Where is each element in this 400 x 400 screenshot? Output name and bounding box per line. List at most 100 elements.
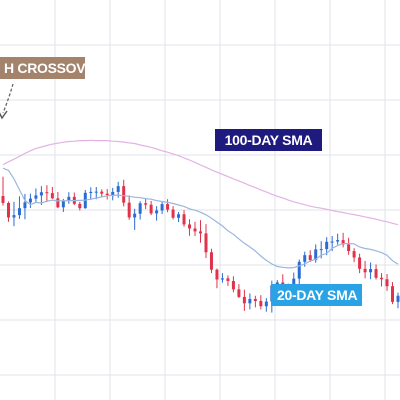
candle-body <box>28 198 32 203</box>
candle-body <box>374 269 378 278</box>
candle-body <box>369 269 373 273</box>
candle-body <box>248 298 252 304</box>
candle <box>220 273 224 283</box>
candle-body <box>325 241 329 250</box>
candle <box>297 259 301 287</box>
candle-body <box>231 280 235 290</box>
candle-body <box>56 198 60 208</box>
candle <box>111 187 115 201</box>
sma-lines <box>2 139 399 269</box>
candle <box>341 232 345 248</box>
candle-body <box>226 278 230 281</box>
candle-body <box>347 244 351 252</box>
candle-body <box>209 252 213 270</box>
candle-body <box>122 186 126 203</box>
candle-body <box>330 241 334 243</box>
candle-body <box>50 193 54 199</box>
crossover-arrow-line <box>2 83 14 114</box>
candle <box>188 219 192 236</box>
crossover-arrow <box>0 83 14 120</box>
candle <box>248 293 252 310</box>
candle-body <box>204 233 208 253</box>
candle-body <box>303 255 307 262</box>
candle <box>253 295 257 308</box>
candle <box>259 295 263 310</box>
sma20-line <box>2 167 399 269</box>
candle <box>352 248 356 263</box>
candle <box>396 292 400 309</box>
candle <box>50 187 54 199</box>
sma100-line <box>2 139 399 226</box>
candle-body <box>193 228 197 232</box>
candle <box>100 189 104 197</box>
candle <box>127 195 131 220</box>
sma20-annotation: 20-DAY SMA <box>271 284 362 306</box>
candle-body <box>199 231 202 234</box>
candle <box>204 224 208 259</box>
candle <box>72 192 76 205</box>
candle-body <box>242 296 246 304</box>
candle-body <box>111 191 115 196</box>
candle <box>155 206 159 221</box>
candle <box>160 201 164 214</box>
candle <box>1 176 5 206</box>
candle-body <box>12 215 16 218</box>
candle-body <box>253 298 257 301</box>
sma100-annotation: 100-DAY SMA <box>215 129 322 151</box>
candle-body <box>385 279 389 287</box>
candle-body <box>133 213 137 218</box>
candle-body <box>308 255 312 261</box>
candle-body <box>105 193 109 196</box>
candle-body <box>6 202 10 218</box>
candle <box>28 193 32 208</box>
candle <box>6 201 10 222</box>
candle-body <box>215 269 219 280</box>
candle-body <box>94 191 98 193</box>
candle <box>380 273 384 287</box>
candle <box>177 211 181 223</box>
candle <box>34 188 38 203</box>
candle <box>182 210 186 227</box>
candle-body <box>116 186 120 192</box>
candle <box>166 199 170 213</box>
candle-body <box>319 249 323 251</box>
candle <box>374 264 378 280</box>
candle <box>133 208 137 230</box>
candle <box>12 201 16 227</box>
candle <box>149 200 153 216</box>
candle-body <box>78 203 82 209</box>
candle <box>347 237 351 255</box>
candle-body <box>39 192 43 196</box>
candle <box>358 253 362 274</box>
candle-body <box>166 204 170 210</box>
candle-body <box>1 196 5 203</box>
candle-body <box>127 202 131 218</box>
candle <box>308 250 312 263</box>
candle-body <box>149 204 153 214</box>
candle-body <box>100 191 104 194</box>
candle-body <box>188 224 192 229</box>
candle-body <box>380 277 384 280</box>
candle-body <box>155 210 159 214</box>
candle-body <box>336 240 340 242</box>
candle-body <box>314 249 318 261</box>
candle-body <box>396 295 400 302</box>
candle-body <box>237 289 241 297</box>
candle-body <box>292 278 296 287</box>
candle <box>171 206 175 220</box>
candle-body <box>160 204 164 211</box>
candle-body <box>264 301 268 307</box>
candle <box>363 260 367 279</box>
candle-body <box>177 214 181 218</box>
candle-body <box>67 196 71 201</box>
candle <box>67 192 71 204</box>
candle <box>17 196 21 219</box>
candle-body <box>138 203 142 214</box>
candle-body <box>341 240 345 245</box>
candle-body <box>89 191 93 193</box>
candle <box>391 282 395 305</box>
candle-body <box>45 192 49 194</box>
candle <box>45 185 49 203</box>
candle-body <box>259 300 263 307</box>
